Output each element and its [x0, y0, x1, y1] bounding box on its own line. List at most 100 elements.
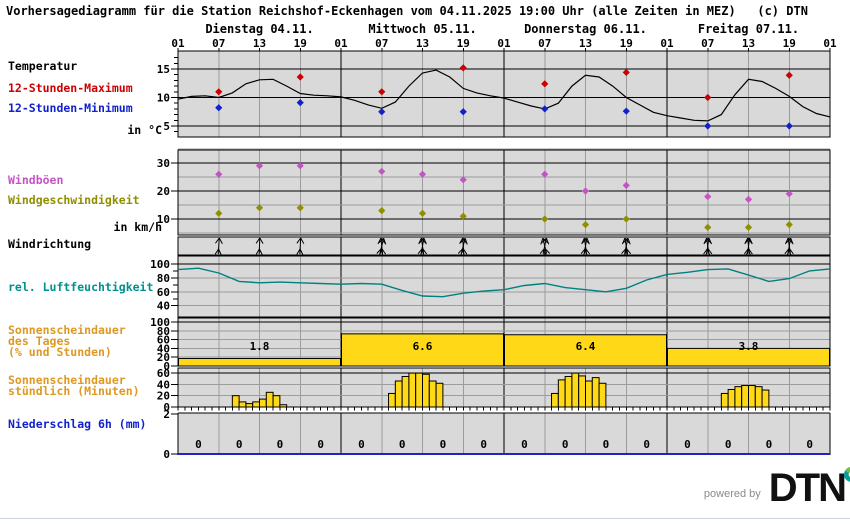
sunshine-hourly-tick-label: 60 [157, 367, 170, 380]
sunshine-hourly-bar [720, 392, 729, 408]
wind-direction-arrow [744, 237, 753, 255]
wind-direction-arrow [214, 237, 223, 255]
sunshine-day-tick-label: 0 [163, 360, 170, 373]
wind-direction-panel-border [177, 236, 831, 256]
hour-label: 13 [579, 37, 592, 50]
wind-gust-marker [622, 181, 630, 189]
precip-value: 0 [643, 438, 650, 451]
precip-tick-label: 2 [163, 408, 170, 421]
min-12h-marker [785, 122, 793, 130]
sunshine-hourly-bar [754, 386, 763, 408]
hour-label: 07 [212, 37, 225, 50]
sunshine-hourly-bar [252, 401, 260, 408]
precip-value: 0 [684, 438, 691, 451]
wind-direction-arrow [784, 237, 794, 256]
wind-direction-arrow [377, 237, 387, 255]
temperature-panel-border [177, 50, 831, 138]
legend-temperature: Temperatur [8, 59, 78, 73]
hour-label: 19 [620, 37, 633, 50]
legend-sunshine-hourly-1: Sonnenscheindauer [8, 373, 126, 387]
precip-value: 0 [277, 438, 284, 451]
day-label: Mittwoch 05.11. [368, 22, 476, 36]
hour-label: 13 [416, 37, 429, 50]
wind-direction-arrow [418, 237, 428, 256]
day-label: Dienstag 04.11. [205, 22, 313, 36]
sunshine-hourly-bar [238, 401, 247, 408]
precip-value: 0 [603, 438, 610, 451]
dtn-logo-circle-icon [844, 467, 850, 482]
wind-direction-arrow [621, 237, 632, 256]
sunshine-hourly-bar [551, 392, 559, 408]
precip-value: 0 [725, 438, 732, 451]
precip-value: 0 [195, 438, 202, 451]
sunshine-hourly-bar [401, 375, 410, 408]
precip-value: 0 [480, 438, 487, 451]
legend-wind-unit: in km/h [113, 220, 162, 234]
wind-gust-marker [744, 195, 753, 203]
wind-speed-marker [622, 215, 630, 223]
max-12h-marker [622, 68, 630, 77]
wind-speed-marker [255, 204, 264, 212]
wind-speed-marker [418, 209, 427, 217]
sunshine-day-value: 6.6 [413, 340, 433, 353]
humidity-tick-label: 60 [157, 286, 170, 299]
wind-speed-marker [785, 221, 793, 229]
legend-sunshine-hourly-2: stündlich (Minuten) [8, 384, 140, 398]
sunshine-hourly-bar [578, 375, 586, 408]
max-12h-marker [215, 88, 223, 96]
wind-direction-arrow [703, 237, 713, 256]
wind-speed-marker [581, 221, 590, 229]
sunshine-day-bar [178, 358, 341, 367]
legend-wind-gusts: Windböen [8, 173, 64, 187]
day-label: Donnerstag 06.11. [524, 22, 647, 36]
temp-tick-label: 10 [157, 92, 170, 105]
precip-value: 0 [358, 438, 365, 451]
min-12h-marker [215, 104, 223, 112]
sunshine-day-tick-label: 80 [157, 325, 170, 338]
max-12h-marker [296, 73, 304, 81]
wind-gust-marker [215, 170, 223, 178]
sunshine-hourly-bar [265, 391, 274, 408]
legend-sunshine-day-2: des Tages [8, 334, 71, 348]
precip-value: 0 [766, 438, 773, 451]
sunshine-hourly-bar [422, 373, 430, 408]
sunshine-hourly-bar [279, 404, 288, 408]
sunshine-hourly-bar [557, 379, 566, 408]
wind-gust-marker [255, 162, 264, 170]
sunshine-hourly-bar [272, 395, 281, 408]
sunshine-day-value: 3.8 [739, 340, 759, 353]
sunshine-day-bar [504, 334, 667, 367]
sunshine-day-tick-label: 100 [150, 316, 170, 329]
hour-label: 19 [457, 37, 470, 50]
humidity-tick-label: 40 [157, 300, 170, 313]
hour-label: 01 [171, 37, 185, 50]
legend-wind-speed: Windgeschwindigkeit [8, 193, 140, 207]
sunshine-day-bar [341, 333, 504, 367]
legend-precipitation: Niederschlag 6h (mm) [8, 417, 147, 431]
humidity-curve [177, 267, 831, 298]
sunshine-hourly-bar [231, 395, 240, 408]
legend-12h-maximum: 12-Stunden-Maximum [8, 81, 133, 95]
legend-temp-unit: in °C [127, 123, 162, 137]
sunshine-day-tick-label: 60 [157, 334, 170, 347]
legend-sunshine-day-3: (% und Stunden) [8, 345, 112, 359]
precip-value: 0 [806, 438, 813, 451]
hour-label: 19 [783, 37, 796, 50]
wind-gust-marker [704, 193, 712, 201]
wind-direction-arrow [581, 237, 591, 256]
precip-tick-label: 0 [163, 448, 170, 461]
max-12h-marker [785, 71, 793, 79]
min-12h-marker [296, 99, 304, 107]
wind-speed-marker [744, 223, 753, 231]
hour-label: 13 [253, 37, 266, 50]
humidity-panel-border [177, 255, 831, 318]
dtn-logo: DTN [768, 466, 850, 510]
sunshine-day-bar [667, 347, 830, 367]
wind-tick-label: 10 [157, 213, 170, 226]
dtn-logo-text: DTN [768, 466, 847, 510]
sunshine-hourly-bar [435, 382, 444, 408]
wind-direction-arrow [296, 237, 305, 255]
sunshine-hourly-bar [741, 385, 749, 408]
wind-direction-arrow [459, 237, 468, 255]
